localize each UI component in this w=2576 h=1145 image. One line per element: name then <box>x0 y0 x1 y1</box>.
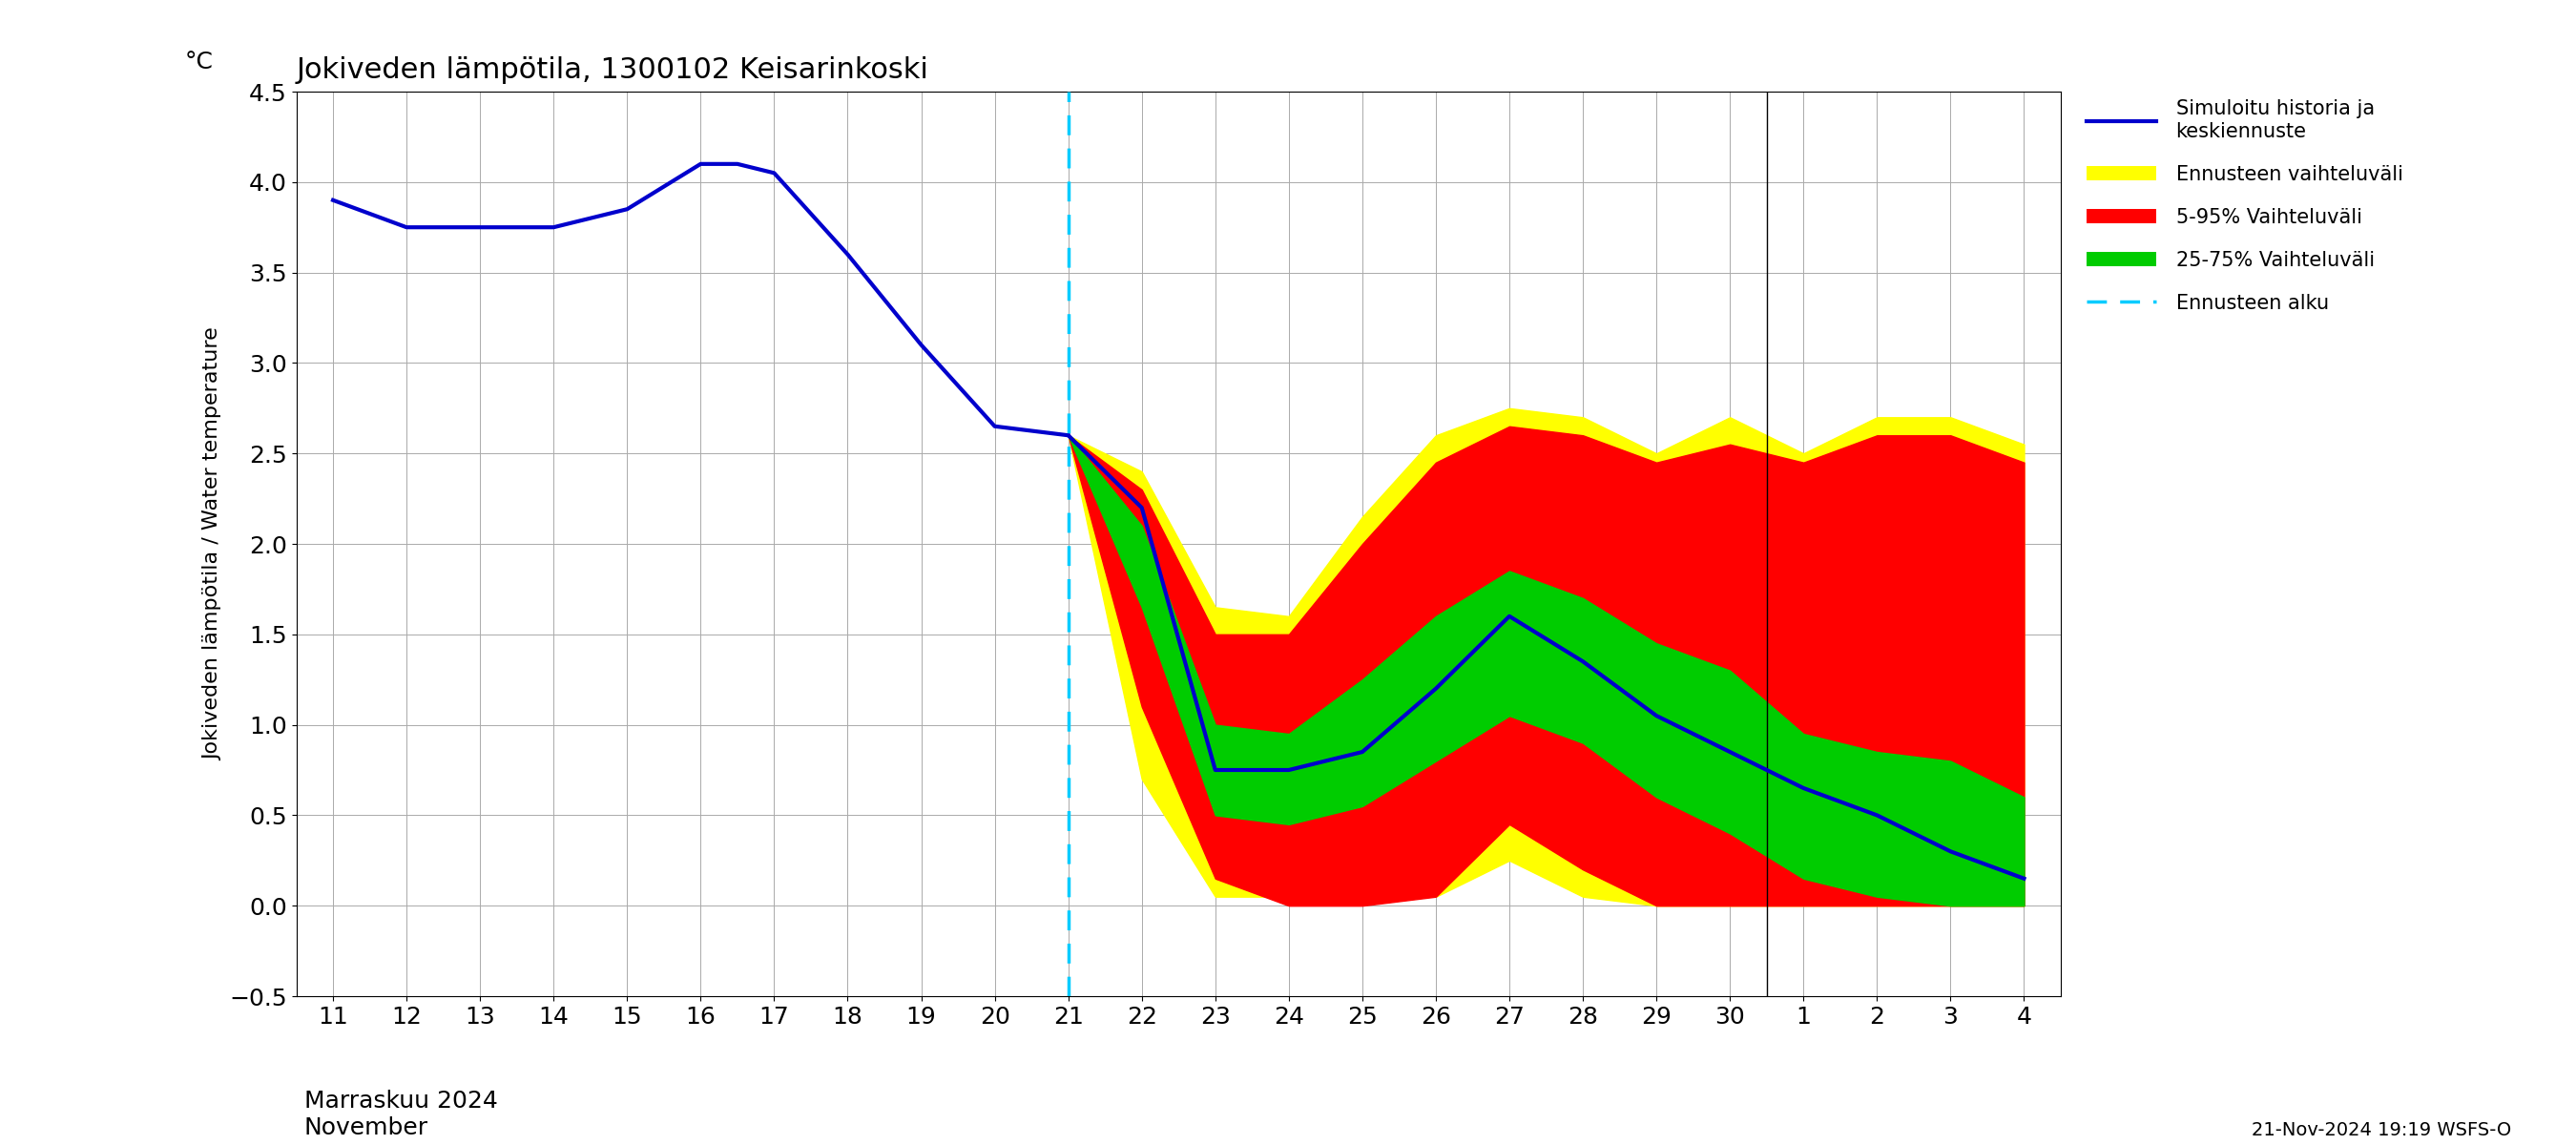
Text: °C: °C <box>185 50 214 73</box>
Text: 21-Nov-2024 19:19 WSFS-O: 21-Nov-2024 19:19 WSFS-O <box>2251 1121 2512 1139</box>
Text: Jokiveden lämpötila, 1300102 Keisarinkoski: Jokiveden lämpötila, 1300102 Keisarinkos… <box>296 56 930 84</box>
Legend: Simuloitu historia ja
keskiennuste, Ennusteen vaihteluväli, 5-95% Vaihteluväli, : Simuloitu historia ja keskiennuste, Ennu… <box>2079 92 2411 321</box>
Text: Marraskuu 2024
November: Marraskuu 2024 November <box>304 1090 497 1139</box>
Y-axis label: Jokiveden lämpötila / Water temperature: Jokiveden lämpötila / Water temperature <box>204 327 222 760</box>
